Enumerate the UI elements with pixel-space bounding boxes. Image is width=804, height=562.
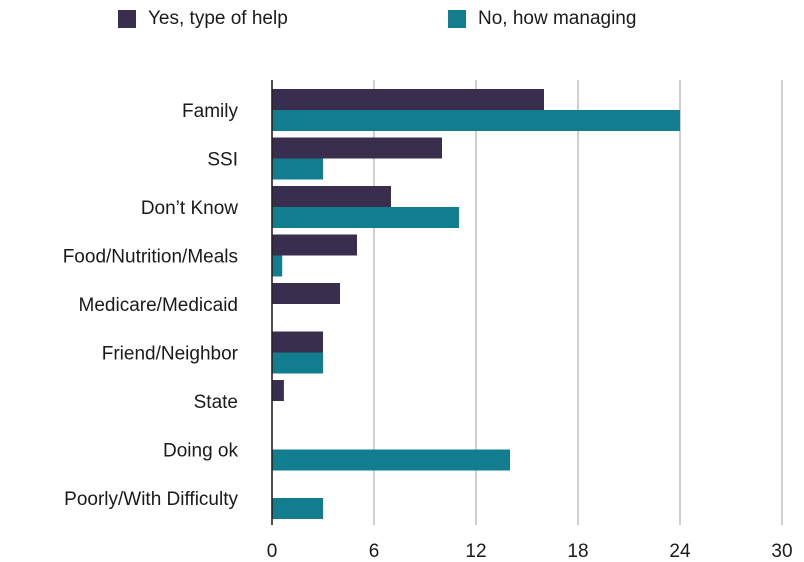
legend-item-yes: Yes, type of help xyxy=(118,8,288,30)
bar-0-6 xyxy=(272,380,284,401)
bar-1-1 xyxy=(272,158,323,180)
legend-label-no: No, how managing xyxy=(478,8,637,29)
x-tick-label-4: 24 xyxy=(669,541,691,562)
category-label-3: Food/Nutrition/Meals xyxy=(63,247,238,268)
bar-0-2 xyxy=(272,186,391,207)
bar-1-5 xyxy=(272,352,323,374)
x-tick-label-2: 12 xyxy=(465,541,486,562)
bar-1-3 xyxy=(272,255,283,277)
legend-swatch-no xyxy=(448,10,466,28)
category-label-0: Family xyxy=(182,101,238,122)
bar-1-8 xyxy=(272,498,323,519)
bar-1-2 xyxy=(272,207,459,228)
legend-swatch-yes xyxy=(118,10,136,28)
category-label-8: Poorly/With Difficulty xyxy=(64,489,238,510)
category-label-7: Doing ok xyxy=(163,441,238,462)
legend: Yes, type of help No, how managing xyxy=(0,8,804,38)
bar-0-4 xyxy=(272,283,340,304)
bar-0-3 xyxy=(272,234,357,256)
legend-item-no: No, how managing xyxy=(448,8,636,30)
bar-0-1 xyxy=(272,137,442,159)
x-tick-label-1: 6 xyxy=(369,541,380,562)
x-tick-label-0: 0 xyxy=(267,541,278,562)
category-label-1: SSI xyxy=(207,150,238,171)
category-label-4: Medicare/Medicaid xyxy=(79,295,238,316)
bar-1-0 xyxy=(272,110,680,131)
x-tick-label-5: 30 xyxy=(771,541,792,562)
x-tick-label-3: 18 xyxy=(567,541,588,562)
category-label-6: State xyxy=(194,392,238,413)
bar-0-5 xyxy=(272,331,323,353)
category-label-5: Friend/Neighbor xyxy=(102,344,239,365)
bar-0-0 xyxy=(272,89,544,110)
category-label-2: Don’t Know xyxy=(141,198,238,219)
legend-label-yes: Yes, type of help xyxy=(148,8,288,29)
bar-1-7 xyxy=(272,449,510,471)
